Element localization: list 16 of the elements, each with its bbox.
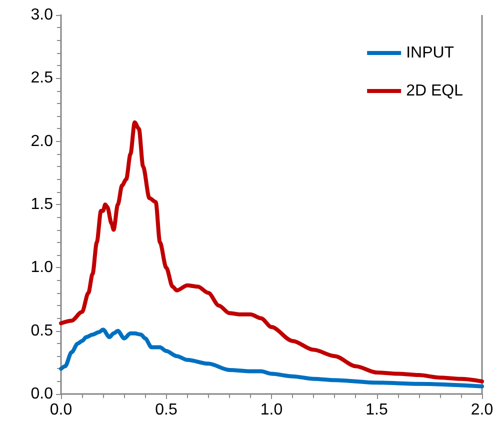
x-tick-label: 0.5 xyxy=(155,402,178,418)
line-series xyxy=(59,120,484,384)
y-tick-label: 2.5 xyxy=(30,70,54,87)
y-tick-label: 1.5 xyxy=(30,196,54,213)
line-series xyxy=(59,328,484,388)
legend-label: INPUT xyxy=(406,44,454,62)
y-tick-label: 2.0 xyxy=(30,132,54,150)
y-tick-label: 3.0 xyxy=(30,6,54,24)
legend-label: 2D EQL xyxy=(406,82,464,100)
y-tick-label: 0.0 xyxy=(30,386,54,402)
y-tick-label: 1.0 xyxy=(30,259,54,276)
x-tick-label: 0.0 xyxy=(50,402,72,418)
x-tick-label: 1.0 xyxy=(260,402,283,418)
y-tick-label: 0.5 xyxy=(30,322,54,340)
x-tick-label: 1.5 xyxy=(366,402,388,418)
x-tick-label: 2.0 xyxy=(470,402,494,418)
